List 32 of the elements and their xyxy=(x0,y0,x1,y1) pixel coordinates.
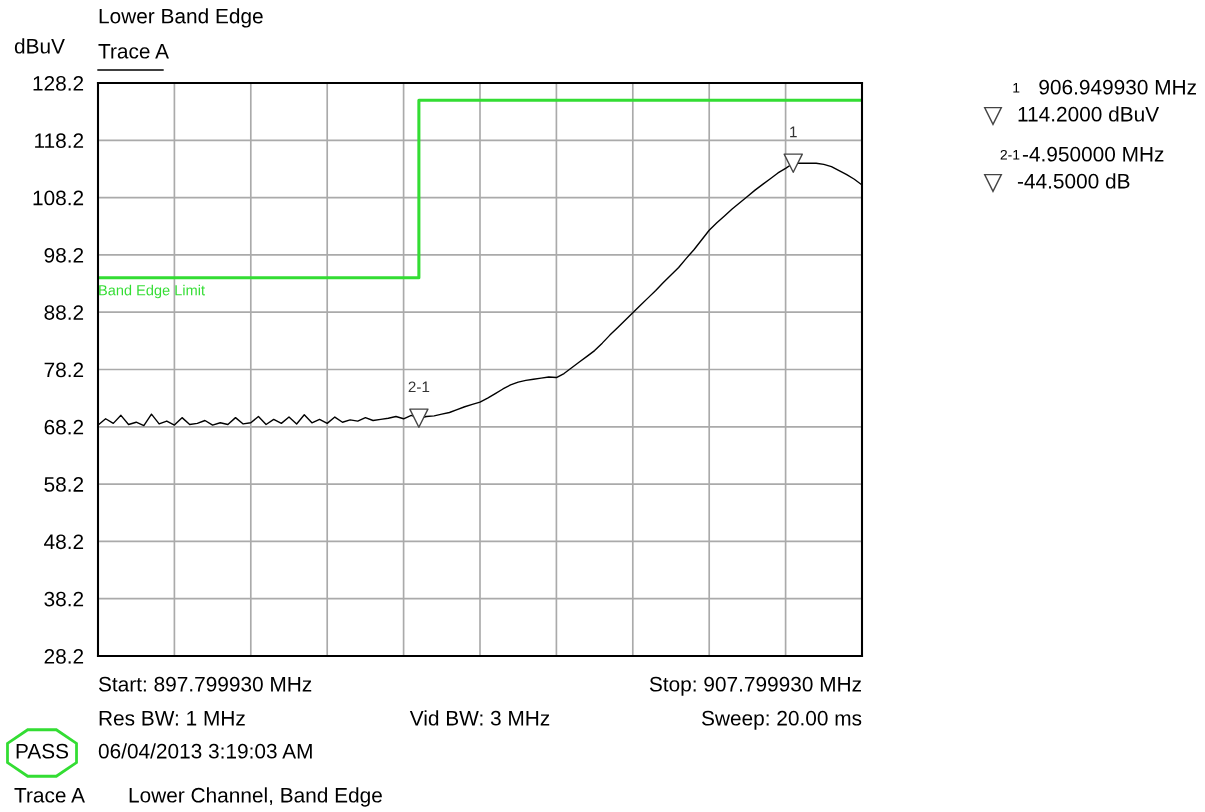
y-tick-label: 68.2 xyxy=(44,419,84,435)
text: 1 xyxy=(1013,83,1020,93)
text: Sweep: 20.00 ms xyxy=(701,710,862,730)
text: -4.950000 MHz xyxy=(1022,146,1164,162)
y-axis-title: dBuV xyxy=(14,38,65,54)
y-tick-label: 78.2 xyxy=(44,362,84,378)
text: PASS xyxy=(16,743,69,759)
chart-subtitle: Trace A xyxy=(98,44,169,59)
y-tick-label: 48.2 xyxy=(44,534,84,550)
annotation: 1 xyxy=(790,126,797,138)
text: 2-1 xyxy=(1000,149,1020,160)
annotation: 2-1 xyxy=(408,381,430,393)
y-tick-label: 128.2 xyxy=(33,76,84,91)
text: -44.5000 dB xyxy=(1017,173,1130,189)
y-tick-label: 38.2 xyxy=(44,591,84,607)
y-tick-label: 118.2 xyxy=(35,133,84,149)
text: Trace A xyxy=(14,788,85,803)
text: 906.949930 MHz xyxy=(1039,79,1196,95)
chart-title: Lower Band Edge xyxy=(99,8,263,28)
series-label: Band Edge Limit xyxy=(99,284,205,299)
text: Stop: 907.799930 MHz xyxy=(649,676,861,696)
text: 114.2000 dBuV xyxy=(1018,106,1160,122)
y-tick-label: 98.2 xyxy=(44,247,84,263)
text: Lower Channel, Band Edge xyxy=(129,787,382,807)
y-tick-label: 88.2 xyxy=(44,305,84,320)
y-tick-label: 108.2 xyxy=(33,190,84,206)
text: Start: 897.799930 MHz xyxy=(98,676,312,692)
text: 06/04/2013 3:19:03 AM xyxy=(98,743,312,759)
y-tick-label: 58.2 xyxy=(44,477,84,492)
y-tick-label: 28.2 xyxy=(44,649,84,664)
text: Vid BW: 3 MHz xyxy=(409,710,550,726)
text: Res BW: 1 MHz xyxy=(99,711,245,726)
